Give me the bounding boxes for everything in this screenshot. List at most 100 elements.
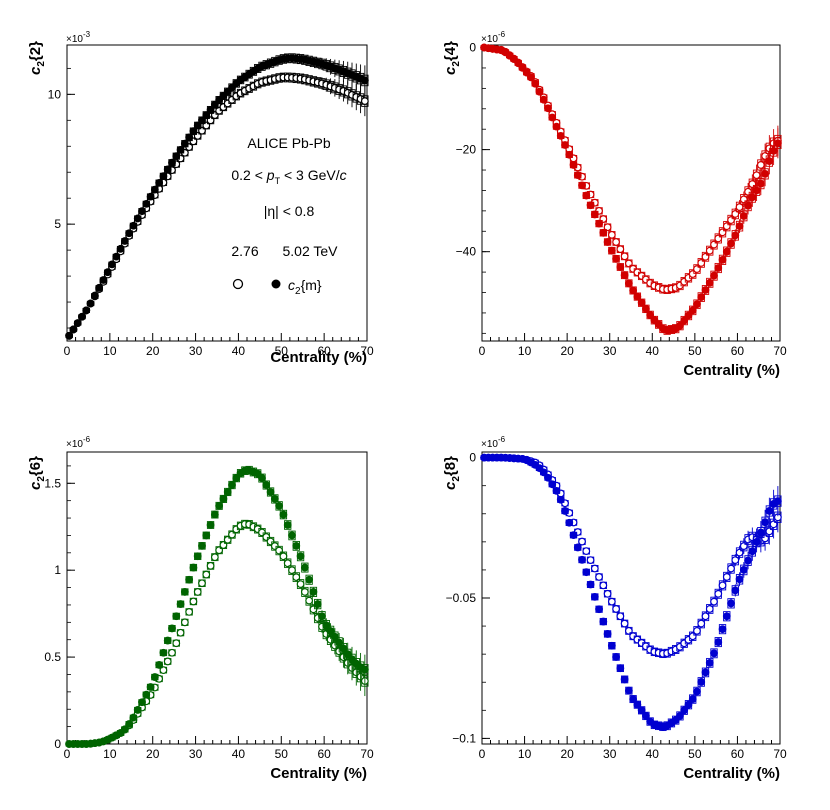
data-point (756, 528, 765, 537)
data-point (722, 573, 731, 581)
panel-c2-2: 0 10 20 30 40 50 60 70 5 10 c2{2} ×10-3 Centralit… (27, 30, 374, 366)
data-point (275, 501, 284, 510)
x-tick-label: 30 (603, 747, 617, 761)
data-point (693, 300, 701, 309)
data-point (69, 325, 78, 334)
data-point (309, 605, 318, 614)
data-point (590, 592, 599, 601)
y-tick-label: −40 (456, 245, 477, 259)
data-point (578, 181, 586, 190)
x-tick-label: 40 (232, 344, 246, 358)
data-point (616, 612, 625, 621)
data-point (228, 481, 236, 489)
data-point (722, 612, 731, 621)
y-tick-label: 0 (469, 451, 476, 465)
data-point (189, 563, 198, 572)
data-point (300, 588, 309, 596)
x-tick-label: 20 (146, 344, 160, 358)
y-tick-label: −0.1 (452, 731, 476, 745)
x-tick-label: 10 (103, 344, 117, 358)
data-point (756, 179, 765, 188)
data-point (95, 283, 104, 292)
c2-4-plot-area: 0 10 20 30 40 50 60 70 0 −20 −40 (456, 41, 787, 358)
data-point (735, 575, 744, 584)
data-point (727, 599, 735, 608)
data-point (739, 212, 748, 220)
y-tick-label: 1.5 (44, 476, 61, 490)
c26-series-276 (65, 519, 369, 748)
x-tick-label: 60 (731, 344, 745, 358)
data-point (569, 531, 578, 540)
data-point (697, 678, 706, 686)
data-point (693, 687, 701, 696)
data-point (595, 605, 603, 614)
x-tick-label: 70 (360, 747, 374, 761)
data-point (701, 612, 710, 621)
data-point (697, 619, 706, 628)
data-point (744, 556, 752, 565)
data-point (279, 510, 288, 519)
data-point (133, 214, 142, 223)
data-point (215, 501, 224, 510)
data-point (739, 566, 748, 574)
data-point (142, 690, 151, 699)
data-point (163, 165, 172, 174)
data-point (561, 141, 569, 149)
data-point (283, 559, 292, 568)
c24-frame (481, 44, 781, 342)
data-point (722, 222, 731, 231)
data-point (769, 146, 778, 155)
data-point (727, 216, 735, 224)
data-point (120, 725, 129, 734)
data-point (176, 600, 185, 608)
data-point (735, 222, 744, 231)
data-point (335, 638, 344, 647)
legend-filled-marker (271, 279, 281, 289)
data-point (283, 521, 292, 529)
data-point (159, 172, 168, 181)
data-point (112, 252, 121, 261)
data-point (607, 641, 616, 650)
data-point (599, 617, 608, 626)
data-point (603, 223, 612, 232)
data-point (676, 321, 684, 330)
data-point (65, 331, 74, 340)
data-point (300, 563, 309, 572)
data-point (129, 221, 138, 230)
data-point (569, 161, 578, 169)
data-point (198, 541, 206, 550)
data-point (514, 59, 523, 68)
data-point (688, 306, 697, 315)
data-point (603, 630, 612, 638)
c22-series-276 (65, 72, 369, 340)
c2-2-legend: ALICE Pb-Pb 0.2 < pT < 3 GeV/c |η| < 0.8… (231, 135, 346, 297)
data-point (548, 113, 557, 122)
data-point (599, 228, 608, 237)
y-tick-label: 0.5 (44, 650, 61, 664)
data-point (138, 698, 146, 707)
c22-series-502 (65, 53, 369, 340)
data-point (527, 73, 535, 82)
y-tick-label: −20 (456, 143, 477, 157)
data-point (172, 639, 181, 648)
data-point (684, 311, 693, 320)
data-point (288, 566, 296, 575)
data-point (142, 200, 151, 208)
panel-c2-8: 0 10 20 30 40 50 60 70 0 −0.05 −0.1 c2{8} ×10-6 Ce… (442, 435, 787, 782)
data-point (714, 638, 723, 646)
panel-c2-4: 0 10 20 30 40 50 60 70 0 −20 −40 c2{4} ×10-6 Centr… (442, 30, 787, 379)
data-point (612, 605, 620, 613)
data-point (86, 299, 95, 308)
data-point (612, 653, 620, 661)
data-point (202, 531, 211, 540)
data-point (590, 564, 599, 573)
data-point (573, 543, 582, 552)
x-tick-label: 40 (646, 747, 660, 761)
data-point (765, 527, 774, 536)
data-point (185, 133, 194, 142)
x-tick-label: 50 (688, 344, 702, 358)
data-point (146, 192, 155, 201)
data-point (739, 542, 748, 550)
data-point (752, 186, 761, 195)
c2-8-multiplier: ×10-6 (481, 435, 506, 450)
